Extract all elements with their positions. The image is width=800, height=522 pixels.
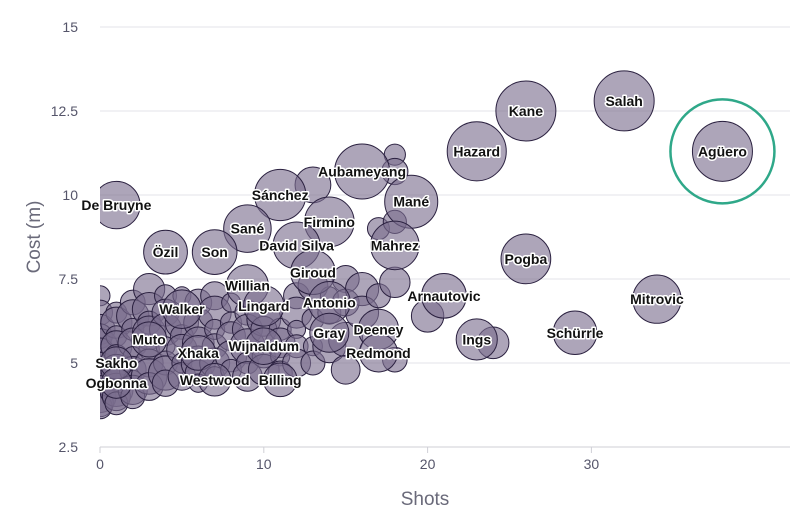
bubble-ag-ero[interactable] [691, 120, 753, 182]
bubble-label: Xhaka [178, 345, 219, 361]
bubble-label: Muto [132, 331, 165, 347]
bubble-ings[interactable] [455, 318, 498, 361]
bubble-labels: Agüero Salah Kane Hazard Aubameyang Mané Sánch… [80, 91, 776, 393]
bubble-label: Willian [225, 278, 270, 294]
bubble-label: Aubameyang [318, 163, 406, 179]
bubble--zil[interactable] [143, 229, 188, 275]
bubble-label: Gray [313, 325, 345, 341]
bubble[interactable] [330, 354, 361, 385]
bubble-arnautovic[interactable] [421, 272, 467, 319]
bubble-label: Hazard [453, 143, 500, 159]
bubble-ogbonna[interactable] [100, 367, 133, 399]
bubble-label: Mahrez [371, 237, 419, 253]
bubble-walker[interactable] [162, 289, 202, 330]
bubble[interactable] [379, 266, 411, 299]
bubble-label: Sakho [95, 355, 137, 371]
bubble-label: Firmino [304, 214, 355, 230]
bubble-label: Westwood [180, 372, 250, 388]
y-tick-label: 2.5 [59, 439, 79, 455]
bubble-label: Schürrle [547, 325, 604, 341]
axes: 2.5 5 7.5 10 12.5 15 0 10 20 30 [51, 19, 790, 472]
bubble-label: Wijnaldum [228, 338, 299, 354]
bubble-xhaka[interactable] [180, 335, 217, 371]
bubble-label: Billing [259, 372, 302, 388]
x-tick-label: 10 [256, 456, 272, 472]
bubble-label: Özil [153, 244, 179, 260]
bubble-redmond[interactable] [358, 333, 398, 373]
bubble-pogba[interactable] [500, 233, 552, 285]
bubble-label: Sánchez [252, 187, 309, 203]
bubble-label: Kane [509, 103, 543, 119]
bubble-muto[interactable] [131, 321, 168, 358]
highlight-ring [669, 98, 776, 205]
x-axis-title: Shots [401, 489, 450, 510]
bubble-de-bruyne[interactable] [93, 180, 141, 230]
bubble-mitrovic[interactable] [632, 274, 682, 324]
y-tick-label: 5 [70, 355, 78, 371]
bubble-westwood[interactable] [197, 363, 232, 397]
bubble-lingard[interactable] [243, 285, 285, 327]
y-tick-label: 7.5 [59, 271, 79, 287]
bubble-label: Agüero [698, 143, 747, 159]
bubble-billing[interactable] [262, 362, 298, 398]
x-tick-label: 30 [584, 456, 600, 472]
bubble-hazard[interactable] [446, 121, 507, 182]
bubble-mahrez[interactable] [370, 220, 420, 271]
bubble-son[interactable] [191, 229, 238, 275]
y-tick-label: 10 [62, 187, 78, 203]
bubble-label: Ogbonna [86, 375, 148, 391]
bubble-label: Sané [231, 221, 265, 237]
bubble-label: Walker [159, 301, 205, 317]
x-tick-label: 20 [420, 456, 436, 472]
y-tick-label: 12.5 [51, 103, 78, 119]
bubble-label: De Bruyne [81, 197, 151, 213]
bubble-label: Mitrovic [630, 291, 684, 307]
bubble-s-nchez[interactable] [254, 168, 307, 222]
bubble-label: Son [201, 244, 227, 260]
bubble-sch-rrle[interactable] [552, 310, 598, 356]
bubble-salah[interactable] [593, 70, 655, 132]
grid-lines [100, 26, 790, 364]
bubble-gray[interactable] [309, 312, 350, 353]
bubble-label: Pogba [504, 251, 547, 267]
bubble-aubameyang[interactable] [334, 143, 391, 200]
bubble-label: Antonio [303, 295, 356, 311]
bubble-label: Redmond [346, 345, 411, 361]
y-tick-label: 15 [62, 19, 78, 35]
bubble-label: Mané [393, 194, 429, 210]
bubble-label: Deeney [354, 321, 404, 337]
bubble-label: Salah [605, 93, 642, 109]
bubble-wijnaldum[interactable] [244, 327, 283, 366]
x-tick-label: 0 [96, 456, 104, 472]
bubbles [93, 70, 753, 420]
bubble-label: Giroud [290, 264, 336, 280]
bubble-kane[interactable] [495, 80, 557, 142]
bubble-label: David Silva [259, 237, 334, 253]
bubble-label: Arnautovic [407, 288, 480, 304]
y-axis-title: Cost (m) [24, 201, 45, 274]
bubble-label: Ings [462, 331, 491, 347]
bubble-label: Lingard [238, 298, 289, 314]
bubble-san-[interactable] [223, 204, 272, 253]
